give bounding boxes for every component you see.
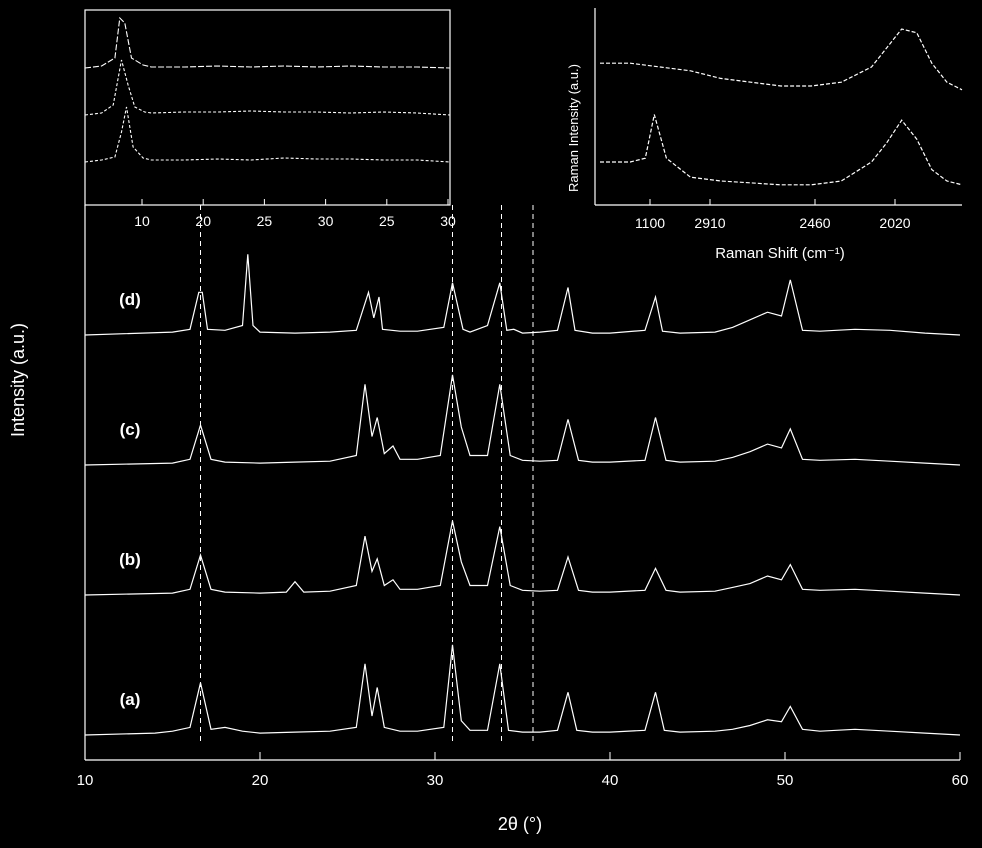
inset-left-series-group [84, 16, 451, 163]
panel-label: (a) [120, 690, 141, 709]
main-panel-labels: (d) (c) (b) (a) [119, 290, 141, 709]
xrd-pattern-line [84, 644, 961, 736]
inset-left-x-tick-label: 30 [440, 213, 456, 229]
main-x-tick-label: 50 [777, 772, 794, 789]
xrd-pattern-line [84, 254, 961, 336]
main-x-axis-title: 2θ (°) [498, 814, 542, 834]
raman-spectrum-line [600, 114, 963, 186]
panel-label: (c) [120, 420, 141, 439]
main-x-tick-label: 30 [427, 772, 444, 789]
inset-right-x-axis-title: Raman Shift (cm⁻¹) [715, 245, 845, 262]
inset-left-pattern-line [84, 106, 451, 163]
inset-left-x-tick-label: 25 [257, 213, 273, 229]
inset-left-x-tick-label: 25 [379, 213, 395, 229]
panel-label: (d) [119, 290, 141, 309]
inset-left-x-tick-label: 20 [195, 213, 211, 229]
xrd-pattern-line [84, 374, 961, 466]
inset-right-x-tick-label: 1100 [635, 215, 665, 231]
main-xrd-chart: 10 20 30 40 50 60 (d) (c) (b) (a) 2θ (°) Intensi… [8, 205, 968, 834]
main-x-tick-label: 40 [602, 772, 619, 789]
inset-right-x-tick-label: 2460 [799, 215, 830, 231]
inset-right-series-group [600, 28, 963, 186]
inset-right-x-ticks: 1100 2910 2460 2020 [635, 199, 911, 231]
inset-left-x-tick-label: 30 [318, 213, 334, 229]
inset-left-x-ticks: 10 20 25 30 25 30 [134, 199, 456, 229]
inset-right-x-tick-label: 2910 [694, 215, 725, 231]
main-x-ticks: 10 20 30 40 50 60 [77, 752, 969, 789]
main-x-tick-label: 20 [252, 772, 269, 789]
main-x-tick-label: 60 [952, 772, 969, 789]
main-y-axis-title: Intensity (a.u.) [8, 323, 28, 437]
inset-left-pattern-line [84, 16, 451, 69]
inset-left-pattern-line [84, 59, 451, 116]
inset-right-x-tick-label: 2020 [879, 215, 910, 231]
panel-label: (b) [119, 550, 141, 569]
xrd-pattern-line [84, 520, 961, 596]
inset-left-chart: 10 20 25 30 25 30 [84, 9, 456, 229]
raman-spectrum-line [600, 28, 963, 91]
inset-right-y-axis-title: Raman Intensity (a.u.) [566, 64, 581, 192]
main-x-tick-label: 10 [77, 772, 94, 789]
inset-right-chart: 1100 2910 2460 2020 Raman Shift (cm⁻¹) Rama… [566, 8, 963, 262]
main-series-group [84, 254, 961, 736]
inset-left-frame [84, 9, 451, 206]
inset-left-x-tick-label: 10 [134, 213, 150, 229]
